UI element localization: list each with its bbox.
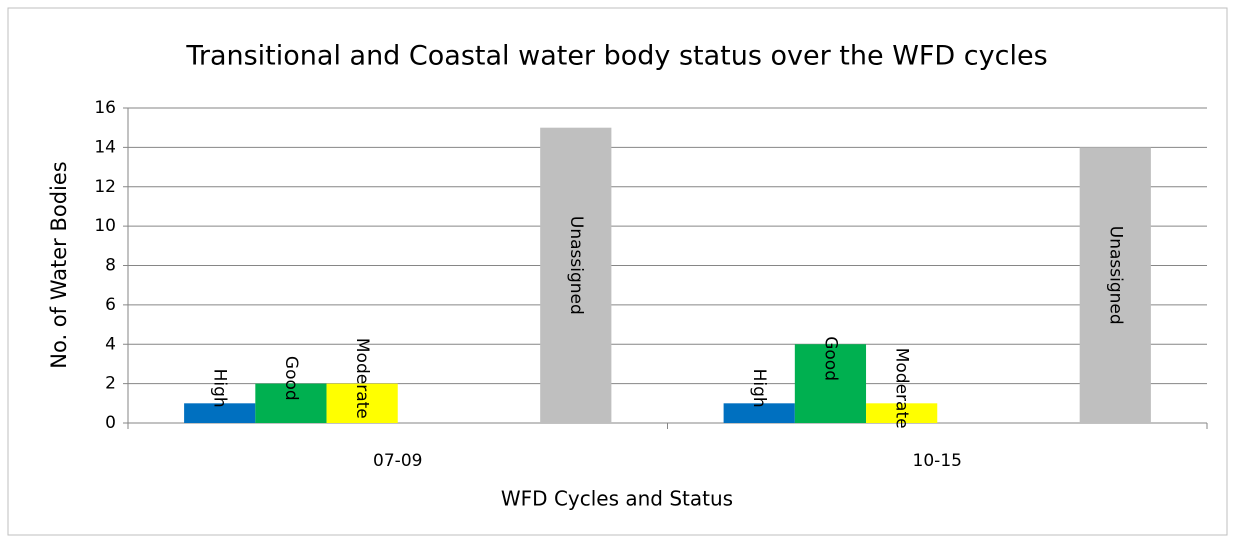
y-axis-title: No. of Water Bodies: [47, 161, 71, 369]
bar: [794, 344, 867, 423]
data-label: Moderate: [892, 348, 912, 429]
data-label: Moderate: [352, 338, 372, 419]
y-tick-label: 16: [94, 98, 116, 118]
chart-title: Transitional and Coastal water body stat…: [185, 41, 1047, 72]
y-tick-label: 10: [94, 216, 116, 236]
data-label: Good: [820, 336, 840, 381]
y-tick-label: 2: [105, 374, 116, 394]
bar: [326, 383, 398, 423]
bar: [1079, 147, 1151, 423]
bar: [866, 403, 938, 423]
bar: [184, 403, 256, 423]
data-label: Good: [281, 356, 301, 401]
x-tick-label: 07-09: [373, 451, 422, 471]
chart-border: [7, 7, 1228, 536]
data-label: Unassigned: [566, 216, 586, 315]
data-label: Unassigned: [1105, 226, 1125, 325]
y-tick-label: 6: [105, 295, 116, 315]
data-label: High: [749, 369, 769, 408]
x-axis-title: WFD Cycles and Status: [501, 487, 733, 511]
bar: [255, 383, 327, 423]
x-tick-label: 10-15: [913, 451, 962, 471]
data-label: High: [210, 369, 230, 408]
y-tick-label: 12: [94, 177, 116, 197]
y-tick-label: 8: [105, 256, 116, 276]
y-tick-label: 0: [105, 413, 116, 433]
y-tick-label: 4: [105, 334, 116, 354]
y-tick-label: 14: [94, 137, 116, 157]
bar: [723, 403, 795, 423]
bar: [540, 127, 612, 423]
